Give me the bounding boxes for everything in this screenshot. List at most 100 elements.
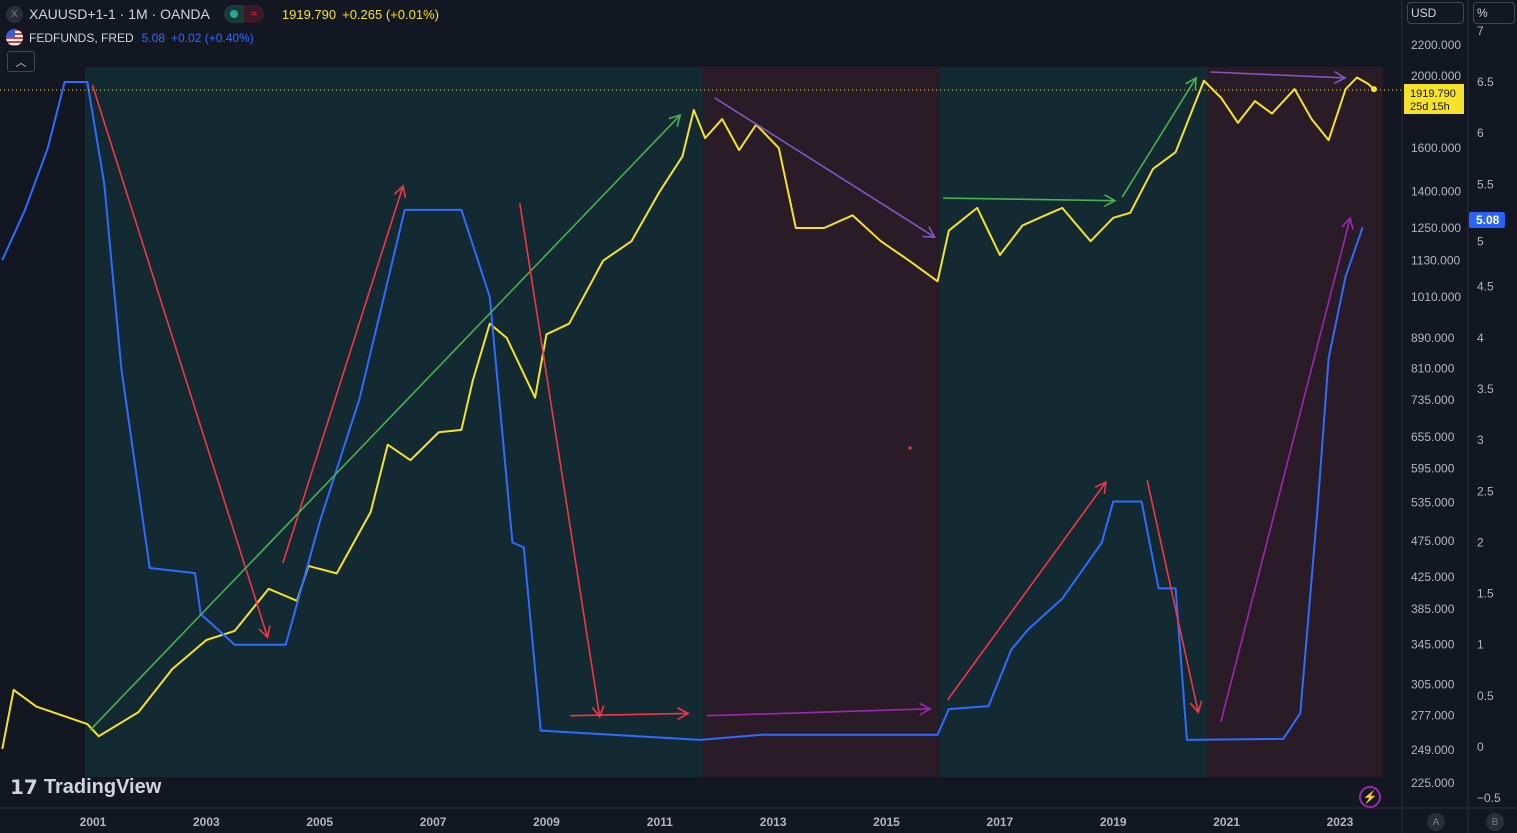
trend-arrow[interactable] <box>943 194 1117 207</box>
collapse-legend-button[interactable]: ︿ <box>7 51 35 72</box>
arrow-shaft <box>943 197 1115 202</box>
logo-text: TradingView <box>43 776 162 798</box>
time-tick-label: 2013 <box>760 815 787 829</box>
time-tick-label: 2007 <box>420 815 447 829</box>
stray-dot <box>908 446 912 450</box>
trend-arrow[interactable] <box>714 97 937 239</box>
arrow-head <box>919 702 932 716</box>
percent-tick-label: 4.5 <box>1477 280 1494 294</box>
overlay-series-legend[interactable]: FEDFUNDS, FRED 5.08 +0.02 (+0.40%) <box>6 29 254 46</box>
arrow-head <box>1185 76 1197 90</box>
price-tick-label: 810.000 <box>1411 361 1455 375</box>
arrow-head <box>1189 700 1203 714</box>
main-series-legend[interactable]: X XAUUSD+1-1 · 1M · OANDA ≈ 1919.790 +0.… <box>6 5 439 23</box>
arrow-shaft <box>947 481 1107 701</box>
trend-arrow[interactable] <box>1121 76 1197 198</box>
trend-arrow[interactable] <box>282 184 407 564</box>
delayed-data-icon: ≈ <box>243 5 264 23</box>
price-tick-label: 425.000 <box>1411 570 1455 584</box>
price-tick-label: 1130.000 <box>1411 254 1460 268</box>
fedfunds-line <box>1 81 1364 741</box>
trend-arrow[interactable] <box>89 113 682 731</box>
price-tick-label: 2200.000 <box>1411 38 1461 52</box>
trend-arrows[interactable] <box>89 71 1354 731</box>
time-tick-label: 2005 <box>306 815 333 829</box>
price-tick-label: 735.000 <box>1411 393 1455 407</box>
trend-arrow[interactable] <box>519 202 605 719</box>
price-tick-label: 249.000 <box>1411 743 1455 757</box>
us-flag-icon <box>6 29 23 46</box>
time-tick-label: 2003 <box>193 815 220 829</box>
time-tick-label: 2017 <box>987 815 1014 829</box>
percent-tick-label: 5.5 <box>1477 177 1494 191</box>
fedfunds-last-value: 5.08 <box>1476 213 1500 227</box>
series-lines <box>1 76 1377 750</box>
percent-tick-label: 4 <box>1477 331 1484 345</box>
percent-tick-label: 0.5 <box>1477 689 1494 703</box>
percent-tick-label: 3.5 <box>1477 382 1494 396</box>
percent-tick-label: 2.5 <box>1477 484 1494 498</box>
percent-unit-button[interactable]: % <box>1473 2 1515 24</box>
trend-arrow[interactable] <box>1210 71 1347 84</box>
overlay-title[interactable]: FEDFUNDS, FRED <box>29 30 134 45</box>
price-axis[interactable]: 2200.000 2000.000 1600.000 1400.000 1250.000… <box>1411 38 1461 790</box>
percent-tick-label: −0.5 <box>1477 791 1501 805</box>
price-tick-label: 535.000 <box>1411 496 1455 510</box>
trend-zone <box>85 67 703 777</box>
overlay-value: 5.08 <box>141 30 166 45</box>
trend-zone <box>939 67 1208 777</box>
arrow-shaft <box>1146 480 1200 713</box>
last-price-label: 1919.790 25d 15h <box>1404 84 1464 114</box>
trend-arrow[interactable] <box>1220 216 1354 722</box>
percent-tick-label: 2 <box>1477 535 1484 549</box>
symbol-title[interactable]: XAUUSD+1-1 · 1M · OANDA <box>29 6 210 22</box>
background-zones <box>85 67 1384 777</box>
bar-countdown: 25d 15h <box>1410 101 1450 113</box>
time-axis[interactable]: 2001 2003 2005 2007 2009 2011 2013 2015 2017 2019… <box>80 815 1354 829</box>
percent-tick-label: 3 <box>1477 433 1484 447</box>
time-tick-label: 2023 <box>1327 815 1354 829</box>
time-tick-label: 2021 <box>1213 815 1240 829</box>
percent-axis[interactable]: 7 6.5 6 5.5 5 4.5 4 3.5 3 2.5 2 1.5 1 0.5 0 −0.5 <box>1477 24 1501 805</box>
arrow-head <box>1333 71 1347 84</box>
last-price-dot <box>1370 86 1377 93</box>
trend-arrow[interactable] <box>706 702 932 717</box>
price-tick-label: 1250.000 <box>1411 221 1461 235</box>
trend-arrow[interactable] <box>91 84 271 639</box>
percent-tick-label: 6.5 <box>1477 75 1494 89</box>
trend-zone <box>702 67 940 777</box>
status-pill[interactable]: ≈ <box>223 5 264 23</box>
time-tick-label: 2009 <box>533 815 560 829</box>
price-tick-label: 225.000 <box>1411 776 1455 790</box>
trend-arrow[interactable] <box>947 480 1107 701</box>
arrow-head <box>591 705 605 719</box>
chevron-up-icon: ︿ <box>15 56 27 69</box>
time-tick-label: 2001 <box>80 815 107 829</box>
arrow-head <box>1341 216 1354 230</box>
percent-tick-label: 7 <box>1477 24 1484 38</box>
trend-arrow[interactable] <box>1146 480 1203 714</box>
time-tick-label: 2011 <box>647 815 673 829</box>
percent-tick-label: 5 <box>1477 235 1484 249</box>
percent-scale-button[interactable]: B <box>1486 813 1504 831</box>
arrow-head <box>677 707 690 721</box>
tv-logo-icon: 𝟭𝟳 <box>10 777 38 799</box>
arrow-shaft <box>1220 217 1351 722</box>
arrow-head <box>1094 480 1107 495</box>
lightning-icon[interactable]: ⚡ <box>1359 786 1381 808</box>
arrow-shaft <box>570 712 689 717</box>
symbol-change: +0.265 (+0.01%) <box>342 6 439 22</box>
price-tick-label: 277.000 <box>1411 709 1455 723</box>
trend-arrow[interactable] <box>570 707 690 721</box>
price-tick-label: 345.000 <box>1411 638 1455 652</box>
percent-tick-label: 6 <box>1477 126 1484 140</box>
tradingview-logo[interactable]: 𝟭𝟳 TradingView <box>10 775 161 800</box>
last-price-value: 1919.790 <box>1410 88 1456 100</box>
auto-scale-button[interactable]: A <box>1427 813 1445 831</box>
price-tick-label: 1600.000 <box>1411 141 1461 155</box>
price-unit-button[interactable]: USD <box>1407 2 1464 24</box>
price-tick-label: 890.000 <box>1411 331 1455 345</box>
symbol-price: 1919.790 <box>281 6 337 22</box>
price-tick-label: 655.000 <box>1411 430 1455 444</box>
